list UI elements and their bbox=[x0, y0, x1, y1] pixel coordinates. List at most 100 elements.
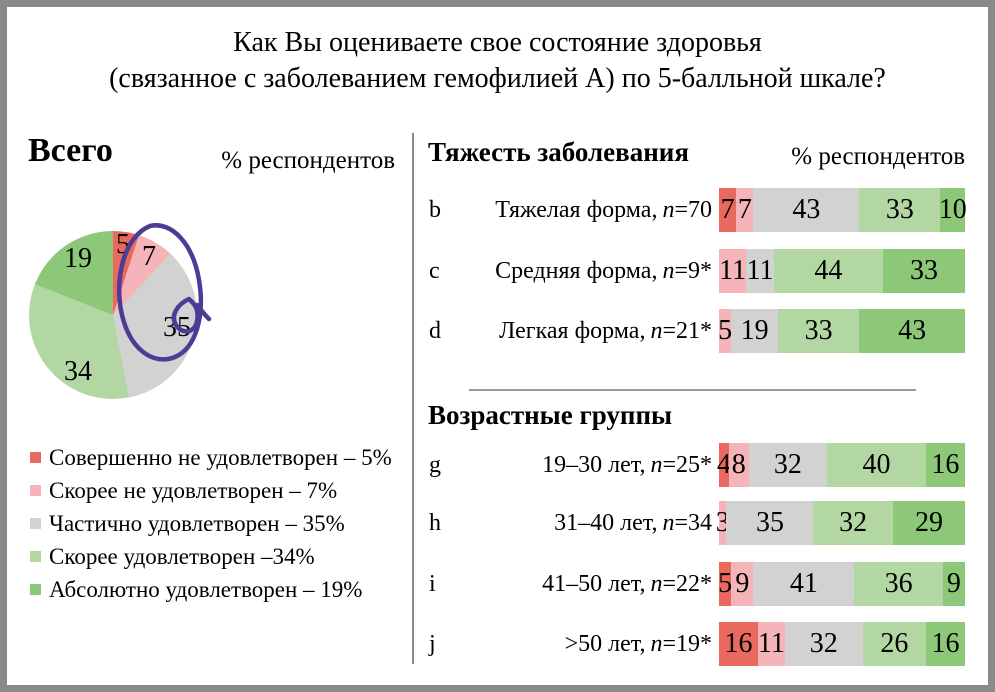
bar-segment: 10 bbox=[939, 188, 967, 232]
age-groups-heading: Возрастные группы bbox=[428, 400, 673, 430]
bar-segment: 43 bbox=[859, 309, 965, 353]
bar-segment: 9 bbox=[731, 562, 754, 606]
bar-segment: 5 bbox=[718, 309, 732, 353]
row-label-text: 31–40 лет, bbox=[554, 509, 658, 536]
bar-segment: 16 bbox=[926, 622, 965, 666]
right-axis-label: % респондентов bbox=[791, 143, 965, 170]
age-row-g: g 19–30 лет, n=25* 4 8 32 40 16 bbox=[420, 443, 966, 487]
bar-segment: 36 bbox=[854, 562, 943, 606]
row-n-count: n=25* bbox=[650, 451, 712, 478]
age-row-j: j >50 лет, n=19* 16 11 32 26 16 bbox=[420, 622, 965, 666]
severity-row-b: b Тяжелая форма, n=70 7 7 43 33 10 bbox=[420, 188, 967, 232]
row-letter: j bbox=[429, 630, 436, 657]
legend-swatch-icon bbox=[30, 485, 41, 496]
row-label-text: Тяжелая форма, bbox=[495, 196, 658, 223]
row-letter: h bbox=[429, 509, 441, 536]
legend-item-label: Совершенно не удовлетворен – 5% bbox=[49, 444, 392, 470]
bar-segment: 5 bbox=[718, 562, 732, 606]
pie-legend: Совершенно не удовлетворен – 5% Скорее н… bbox=[30, 441, 392, 606]
legend-swatch-icon bbox=[30, 551, 41, 562]
row-letter: b bbox=[429, 196, 441, 223]
legend-item-label: Скорее не удовлетворен – 7% bbox=[49, 477, 338, 503]
bar-segment: 33 bbox=[859, 188, 941, 232]
row-label: 31–40 лет, n=34 bbox=[461, 510, 719, 537]
pie-value-label: 19 bbox=[64, 243, 92, 274]
stacked-bar: 5 9 41 36 9 bbox=[718, 562, 965, 606]
vertical-divider bbox=[412, 133, 414, 664]
row-label: Легкая форма, n=21* bbox=[461, 318, 719, 345]
row-letter: i bbox=[429, 570, 436, 597]
horizontal-divider bbox=[469, 389, 916, 391]
row-label: Средняя форма, n=9* bbox=[461, 258, 719, 285]
legend-item: Абсолютно удовлетворен – 19% bbox=[30, 573, 392, 606]
legend-item: Частично удовлетворен – 35% bbox=[30, 507, 392, 540]
legend-item: Совершенно не удовлетворен – 5% bbox=[30, 441, 392, 474]
row-label-text: Легкая форма, bbox=[498, 317, 646, 344]
bar-segment: 41 bbox=[753, 562, 855, 606]
severity-row-c: c Средняя форма, n=9* 11 11 44 33 bbox=[420, 249, 965, 293]
pie-value-label: 5 bbox=[116, 229, 130, 260]
slide-title-line1: Как Вы оцениваете свое состояние здоровь… bbox=[233, 27, 762, 58]
row-letter: c bbox=[429, 257, 440, 284]
bar-segment: 40 bbox=[827, 443, 926, 487]
legend-item: Скорее не удовлетворен – 7% bbox=[30, 474, 392, 507]
bar-segment: 3 bbox=[716, 501, 730, 545]
total-heading: Всего bbox=[28, 132, 113, 169]
stacked-bar: 3 35 32 29 bbox=[716, 501, 965, 545]
row-label-text: 19–30 лет, bbox=[542, 451, 646, 478]
row-n-count: n=21* bbox=[650, 317, 712, 344]
legend-item-label: Скорее удовлетворен –34% bbox=[49, 543, 315, 569]
legend-item-label: Частично удовлетворен – 35% bbox=[49, 510, 345, 536]
legend-item-label: Абсолютно удовлетворен – 19% bbox=[49, 576, 363, 602]
row-n-count: n=22* bbox=[650, 570, 712, 597]
bar-segment: 32 bbox=[813, 501, 893, 545]
left-axis-label: % респондентов bbox=[221, 147, 395, 174]
bar-segment: 9 bbox=[942, 562, 965, 606]
age-row-i: i 41–50 лет, n=22* 5 9 41 36 9 bbox=[420, 562, 965, 606]
bar-segment: 35 bbox=[726, 501, 814, 545]
bar-segment: 11 bbox=[719, 249, 747, 293]
stacked-bar: 7 7 43 33 10 bbox=[719, 188, 967, 232]
row-label: 19–30 лет, n=25* bbox=[461, 452, 719, 479]
row-n-count: n=19* bbox=[650, 630, 712, 657]
bar-segment: 16 bbox=[925, 443, 966, 487]
bar-segment: 33 bbox=[778, 309, 860, 353]
row-label: 41–50 лет, n=22* bbox=[461, 571, 719, 598]
legend-item: Скорее удовлетворен –34% bbox=[30, 540, 392, 573]
bar-segment: 11 bbox=[746, 249, 774, 293]
row-label: >50 лет, n=19* bbox=[461, 631, 719, 658]
age-row-h: h 31–40 лет, n=34 3 35 32 29 bbox=[420, 501, 965, 545]
row-label-text: >50 лет, bbox=[564, 630, 646, 657]
bar-segment: 33 bbox=[882, 249, 965, 293]
bar-segment: 29 bbox=[892, 501, 965, 545]
slide-title: Как Вы оцениваете свое состояние здоровь… bbox=[0, 25, 995, 97]
slide-title-line2: (связанное с заболеванием гемофилией А) … bbox=[109, 63, 886, 94]
bar-segment: 16 bbox=[719, 622, 758, 666]
row-n-count: n=70 bbox=[662, 196, 712, 223]
bar-segment: 32 bbox=[784, 622, 863, 666]
bar-segment: 44 bbox=[773, 249, 883, 293]
bar-segment: 32 bbox=[748, 443, 828, 487]
legend-swatch-icon bbox=[30, 584, 41, 595]
bar-segment: 8 bbox=[728, 443, 749, 487]
row-label-text: 41–50 лет, bbox=[542, 570, 646, 597]
stacked-bar: 5 19 33 43 bbox=[718, 309, 965, 353]
pie-value-label: 35 bbox=[163, 312, 191, 343]
bar-segment: 26 bbox=[862, 622, 927, 666]
bar-segment: 19 bbox=[731, 309, 779, 353]
row-label-text: Средняя форма, bbox=[495, 257, 658, 284]
row-n-count: n=34 bbox=[662, 509, 712, 536]
bar-segment: 11 bbox=[758, 622, 785, 666]
pie-value-label: 34 bbox=[64, 356, 92, 387]
row-n-count: n=9* bbox=[662, 257, 712, 284]
severity-row-d: d Легкая форма, n=21* 5 19 33 43 bbox=[420, 309, 965, 353]
stacked-bar: 11 11 44 33 bbox=[719, 249, 965, 293]
row-letter: g bbox=[429, 451, 441, 478]
legend-swatch-icon bbox=[30, 452, 41, 463]
pie-value-label: 7 bbox=[142, 241, 156, 272]
row-label: Тяжелая форма, n=70 bbox=[461, 197, 719, 224]
bar-segment: 43 bbox=[753, 188, 860, 232]
row-letter: d bbox=[429, 317, 441, 344]
bar-segment: 4 bbox=[717, 443, 731, 487]
